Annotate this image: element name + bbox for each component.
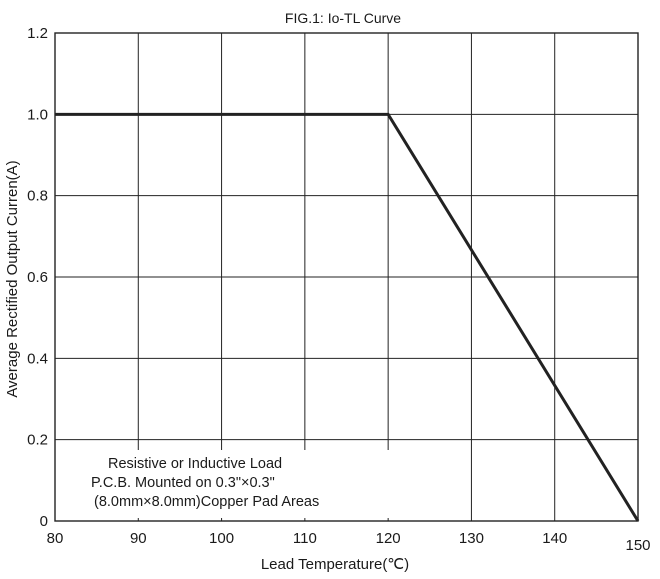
x-tick-label: 110 xyxy=(293,530,317,547)
plot-frame xyxy=(54,32,639,522)
y-tick-label: 0.8 xyxy=(27,188,48,205)
x-tick-label: 150 xyxy=(625,537,650,554)
x-tick-label: 140 xyxy=(542,530,567,547)
x-tick-label: 90 xyxy=(130,530,147,547)
annotation-line-1: Resistive or Inductive Load xyxy=(108,456,282,472)
y-tick-label: 0.2 xyxy=(27,432,48,449)
chart-title: FIG.1: Io-TL Curve xyxy=(285,10,401,26)
x-tick-label: 100 xyxy=(209,530,234,547)
x-tick-label: 80 xyxy=(47,530,64,547)
x-tick-label: 120 xyxy=(376,530,401,547)
y-tick-label: 0.6 xyxy=(27,269,48,286)
series-line xyxy=(55,112,640,522)
x-tick-label: 130 xyxy=(459,530,484,547)
annotation-box: Resistive or Inductive Load P.C.B. Mount… xyxy=(80,450,390,518)
tick-labels: 80 90 100 110 120 130 140 150 0 0.2 0.4 0.6 0.8 1.0 1.… xyxy=(27,25,650,554)
annotation-line-3: (8.0mm×8.0mm)Copper Pad Areas xyxy=(94,494,319,510)
y-tick-label: 1.2 xyxy=(27,25,48,42)
series xyxy=(55,112,640,522)
y-tick-label: 0.4 xyxy=(27,350,48,367)
grid xyxy=(54,32,639,522)
annotation-background xyxy=(80,450,390,518)
x-axis-label: Lead Temperature(℃) xyxy=(261,556,409,573)
annotation-line-2: P.C.B. Mounted on 0.3"×0.3" xyxy=(91,475,275,491)
y-axis-label: Average Rectified Output Curren(A) xyxy=(4,160,21,397)
y-tick-label: 1.0 xyxy=(27,106,48,123)
y-tick-label: 0 xyxy=(40,513,48,530)
